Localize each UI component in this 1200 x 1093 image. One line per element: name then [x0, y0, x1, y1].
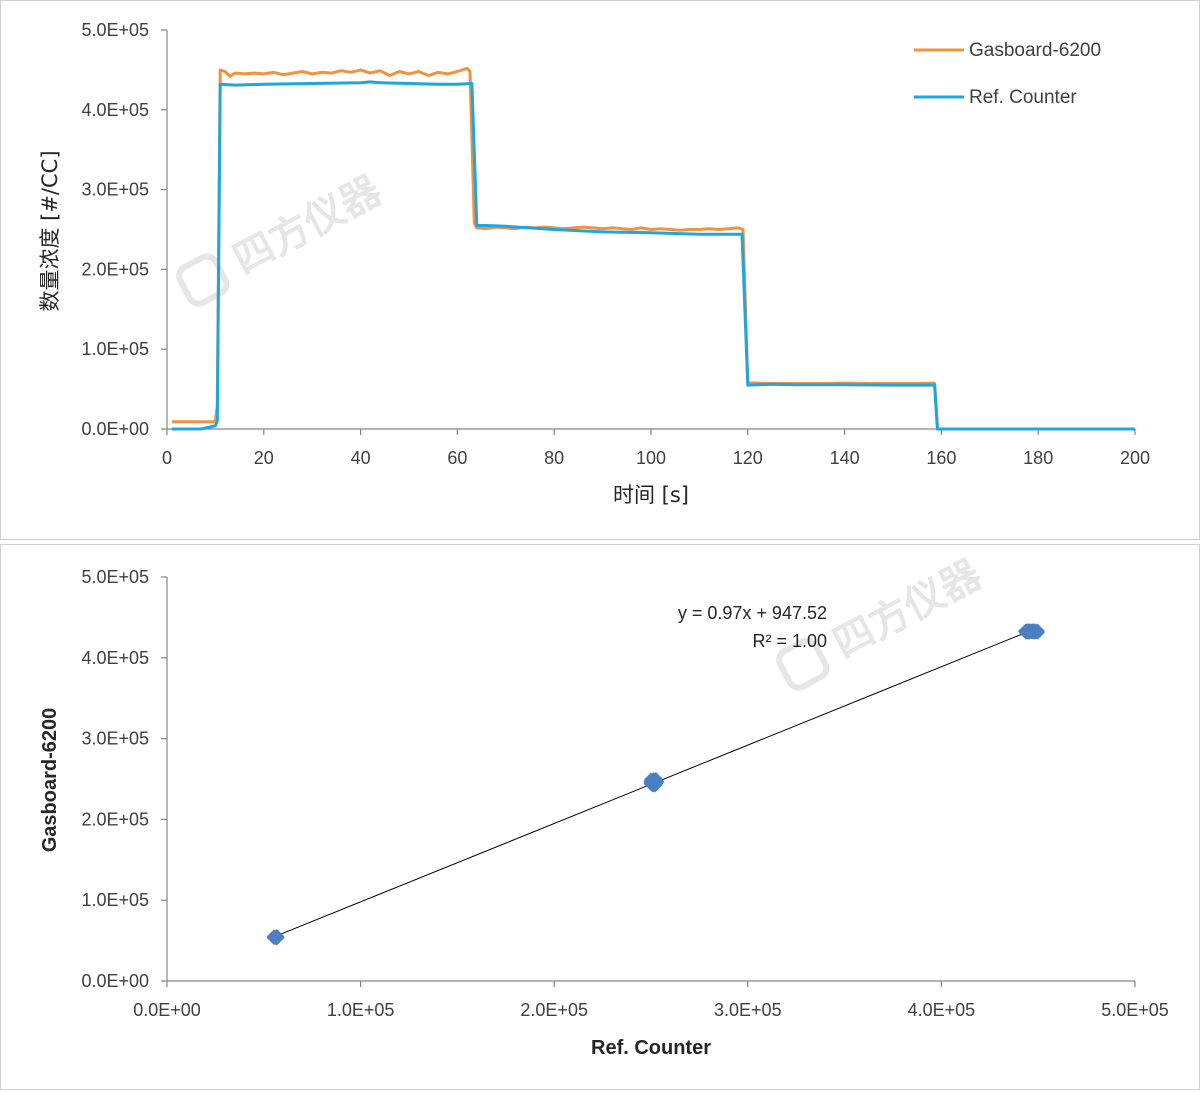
x-tick-label: 20 — [254, 448, 274, 468]
y-tick-label: 4.0E+05 — [81, 648, 149, 668]
x-tick-label: 180 — [1023, 448, 1053, 468]
x-tick-label: 1.0E+05 — [327, 1000, 395, 1020]
scatter-points — [266, 623, 1045, 946]
time-series-axes: 0.0E+00 1.0E+05 2.0E+05 3.0E+05 4.0E+05 5.0E+… — [81, 20, 1150, 468]
legend: Gasboard-6200 Ref. Counter — [914, 40, 1101, 108]
time-series-chart: 四方仪器 0.0E+00 1.0E+05 2.0E+05 3.0E+05 4.0E+05… — [38, 20, 1150, 507]
trendline-equation: y = 0.97x + 947.52 — [678, 603, 827, 623]
y-axis-title: Gasboard-6200 — [39, 708, 61, 853]
x-tick-label: 4.0E+05 — [908, 1000, 976, 1020]
y-tick-label: 0.0E+00 — [81, 971, 149, 991]
x-axis-title: Ref. Counter — [591, 1037, 711, 1059]
scatter-point — [648, 775, 663, 790]
y-tick-label: 4.0E+05 — [81, 100, 149, 120]
watermark-text: 四方仪器 — [826, 551, 990, 667]
x-axis-title: 时间 [s] — [613, 483, 689, 507]
x-tick-label: 2.0E+05 — [520, 1000, 588, 1020]
trendline-r2: R² = 1.00 — [752, 631, 827, 651]
scatter-axes: 0.0E+00 1.0E+05 2.0E+05 3.0E+05 4.0E+05 5.0E+… — [81, 567, 1168, 1020]
x-tick-label: 120 — [733, 448, 763, 468]
y-tick-label: 5.0E+05 — [81, 567, 149, 587]
legend-label-ref: Ref. Counter — [969, 87, 1077, 108]
x-tick-label: 0.0E+00 — [133, 1000, 201, 1020]
watermark-logo-icon — [176, 253, 230, 307]
x-tick-label: 100 — [636, 448, 666, 468]
watermark-logo-icon — [776, 637, 830, 691]
watermark: 四方仪器 — [176, 167, 390, 307]
scatter-point — [269, 930, 284, 946]
x-tick-label: 200 — [1120, 448, 1150, 468]
x-tick-label: 40 — [351, 448, 371, 468]
series-line-gasboard — [171, 66, 1135, 431]
x-tick-label: 140 — [830, 448, 860, 468]
y-tick-label: 3.0E+05 — [81, 180, 149, 200]
x-tick-label: 5.0E+05 — [1101, 1000, 1169, 1020]
scatter-chart-panel: 四方仪器 0.0E+00 1.0E+05 2.0E+05 3.0E+05 4.0E+05… — [0, 544, 1200, 1090]
y-tick-label: 1.0E+05 — [81, 339, 149, 359]
legend-label-gasboard: Gasboard-6200 — [969, 40, 1101, 61]
x-tick-label: 60 — [447, 448, 467, 468]
y-tick-label: 2.0E+05 — [81, 809, 149, 829]
y-tick-label: 3.0E+05 — [81, 729, 149, 749]
time-series-chart-panel: 四方仪器 0.0E+00 1.0E+05 2.0E+05 3.0E+05 4.0E+05… — [0, 0, 1200, 540]
series-line-ref — [171, 80, 1135, 431]
y-tick-label: 5.0E+05 — [81, 20, 149, 40]
x-tick-label: 80 — [544, 448, 564, 468]
scatter-chart: 四方仪器 0.0E+00 1.0E+05 2.0E+05 3.0E+05 4.0E+05… — [39, 551, 1169, 1059]
watermark-text: 四方仪器 — [226, 167, 390, 283]
y-tick-label: 2.0E+05 — [81, 259, 149, 279]
x-tick-label: 3.0E+05 — [714, 1000, 782, 1020]
x-tick-label: 0 — [162, 448, 172, 468]
x-tick-label: 160 — [926, 448, 956, 468]
y-tick-label: 0.0E+00 — [81, 419, 149, 439]
y-tick-label: 1.0E+05 — [81, 890, 149, 910]
y-axis-title: 数量浓度 [#/CC] — [38, 150, 62, 311]
time-series-lines — [171, 66, 1135, 431]
